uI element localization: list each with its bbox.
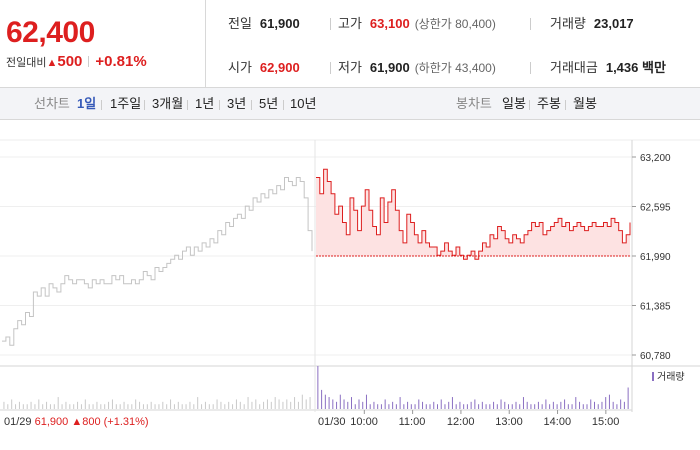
- amount-label: 거래대금: [550, 60, 598, 75]
- tab-3y[interactable]: 3년: [227, 96, 247, 111]
- x-tick-label: 14:00: [543, 416, 572, 428]
- prev-day-note: 01/29 61,900 ▲800 (+1.31%): [4, 415, 149, 429]
- divider: [530, 18, 531, 30]
- trade-amount: 거래대금 1,436 백만: [550, 60, 666, 76]
- low-value: 61,900: [369, 60, 410, 75]
- lower-limit: (하한가 43,400): [414, 61, 496, 75]
- prev-day-price-line: [2, 177, 313, 346]
- line-chart-label: 선차트: [34, 96, 70, 111]
- tab-divider: [144, 100, 145, 110]
- prev-close-label: 전일: [228, 16, 252, 31]
- volume-bars-today: [317, 366, 629, 409]
- y-tick-label: 61,385: [640, 302, 671, 313]
- volume-legend: 거래량: [652, 372, 685, 384]
- today-price-line: [316, 168, 631, 260]
- quote-panel: 62,400 전일대비▲500 +0.81% 전일 61,900 고가 63,100 (…: [0, 0, 700, 88]
- change-rate: +0.81%: [95, 53, 147, 70]
- low-price: 저가 61,900 (하한가 43,400): [338, 60, 496, 76]
- tab-divider: [101, 100, 102, 110]
- y-tick-label: 63,200: [640, 153, 671, 164]
- current-price: 62,400: [6, 16, 95, 49]
- high-label: 고가: [338, 16, 362, 31]
- prev-day-arrow-icon: ▲: [71, 416, 83, 428]
- tab-divider: [283, 100, 284, 110]
- up-arrow-icon: ▲: [46, 57, 58, 69]
- y-tick-label: 60,780: [640, 351, 671, 362]
- y-axis-labels: 63,200 62,595 61,990 61,385 60,780: [632, 153, 671, 362]
- candle-chart-label: 봉차트: [456, 96, 492, 111]
- volume: 거래량 23,017: [550, 16, 634, 32]
- change-label: 전일대비: [6, 57, 47, 69]
- open-value: 62,900: [259, 60, 300, 75]
- prev-day-close: 61,900: [34, 416, 69, 428]
- tab-monthly-candle[interactable]: 월봉: [573, 96, 597, 111]
- prev-day-change: 800: [82, 416, 101, 428]
- period-tabs: 선차트 1일 1주일 3개월 1년 3년 5년 10년 봉차트 일봉 주봉 월봉: [0, 88, 700, 120]
- amount-value: 1,436 백만: [605, 60, 666, 75]
- tab-divider: [529, 100, 530, 110]
- low-label: 저가: [338, 60, 362, 75]
- prev-close: 전일 61,900: [228, 16, 300, 32]
- x-tick-label: 10:00: [350, 416, 378, 428]
- open-price: 시가 62,900: [228, 60, 300, 76]
- tab-divider: [187, 100, 188, 110]
- change-divider: [88, 56, 90, 67]
- volume-legend-label: 거래량: [657, 372, 685, 383]
- today-fill-area: [316, 169, 630, 260]
- tab-weekly-candle[interactable]: 주봉: [537, 96, 561, 111]
- x-tick-label: 13:00: [495, 416, 523, 428]
- prev-day-rate: (+1.31%): [103, 416, 149, 428]
- change-info: 전일대비▲500 +0.81%: [6, 54, 205, 71]
- upper-limit: (상한가 80,400): [414, 17, 496, 31]
- volume-value: 23,017: [593, 16, 634, 31]
- tab-divider: [251, 100, 252, 110]
- divider: [330, 18, 331, 30]
- high-price: 고가 63,100 (상한가 80,400): [338, 16, 496, 32]
- divider: [330, 62, 331, 74]
- tab-1d[interactable]: 1일: [77, 96, 97, 111]
- tab-10y[interactable]: 10년: [290, 96, 317, 111]
- current-price-box: 62,400 전일대비▲500 +0.81%: [0, 0, 206, 88]
- open-label: 시가: [228, 60, 252, 75]
- today-date-label: 01/30: [318, 416, 346, 428]
- tab-1w[interactable]: 1주일: [110, 96, 142, 111]
- y-tick-label: 61,990: [640, 252, 671, 263]
- chart-background: [0, 121, 700, 450]
- y-tick-label: 62,595: [640, 203, 671, 214]
- tab-5y[interactable]: 5년: [259, 96, 279, 111]
- prev-day-date: 01/29: [4, 416, 32, 428]
- tab-divider: [565, 100, 566, 110]
- change-amount: 500: [57, 53, 83, 70]
- volume-bars-prev-day: [3, 394, 311, 409]
- x-tick-label: 11:00: [398, 416, 426, 428]
- x-tick-label: 15:00: [591, 416, 620, 428]
- tab-daily-candle[interactable]: 일봉: [502, 96, 526, 111]
- chart-grid: [0, 121, 700, 450]
- tab-divider: [219, 100, 220, 110]
- volume-label: 거래량: [550, 16, 586, 31]
- tab-1y[interactable]: 1년: [195, 96, 215, 111]
- volume-legend-swatch: [652, 372, 654, 381]
- divider: [530, 62, 531, 74]
- tab-3m[interactable]: 3개월: [152, 96, 184, 111]
- x-tick-label: 12:00: [446, 416, 475, 428]
- price-chart: 63,200 62,595 61,990 61,385 60,780: [0, 121, 700, 450]
- prev-close-value: 61,900: [259, 16, 300, 31]
- high-value: 63,100: [369, 16, 410, 31]
